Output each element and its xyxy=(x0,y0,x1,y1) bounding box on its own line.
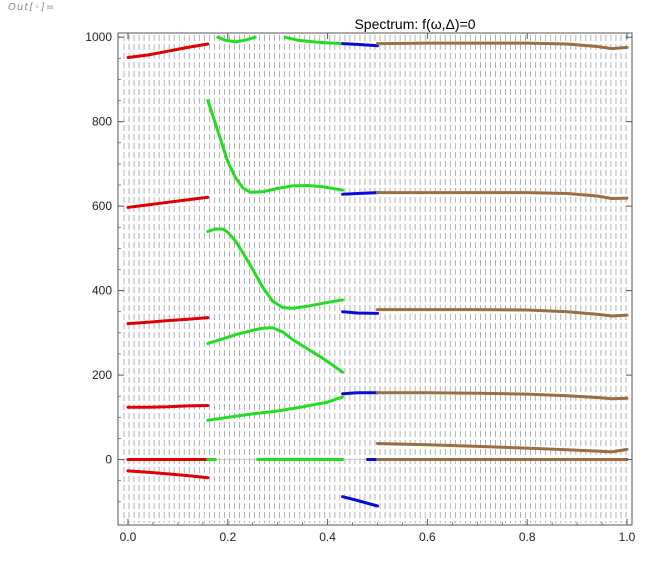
blue-branch-18 xyxy=(341,495,379,508)
green-branch-6 xyxy=(216,35,257,44)
red-branch-5 xyxy=(126,469,210,480)
green-branch-8 xyxy=(206,99,345,194)
y-tick-label: 400 xyxy=(92,284,112,298)
blue-branch-15 xyxy=(341,191,379,196)
vertical-dashed-grid xyxy=(123,35,627,523)
x-tick-label: 0.2 xyxy=(219,530,236,544)
x-tick-label: 0.6 xyxy=(419,530,436,544)
blue-branch-14 xyxy=(341,42,379,48)
output-cell-label: Out[◦]= xyxy=(8,2,56,13)
y-tick-label: 800 xyxy=(92,115,112,129)
spectrum-curves xyxy=(126,35,629,508)
green-branch-9 xyxy=(206,227,345,310)
y-tick-label: 600 xyxy=(92,199,112,213)
blue-branch-16 xyxy=(341,310,379,315)
x-tick-label: 1.0 xyxy=(619,530,636,544)
y-axis-ticks: 0 200 400 600 800 1000 xyxy=(85,30,632,503)
green-branch-10 xyxy=(206,326,345,374)
brown-branch-22 xyxy=(376,308,629,318)
brown-branch-23 xyxy=(376,391,629,401)
red-branch-0 xyxy=(126,42,210,59)
brown-branch-21 xyxy=(376,191,629,200)
red-branch-1 xyxy=(126,195,210,209)
x-axis-ticks: 0.0 0.2 0.4 0.6 0.8 1.0 xyxy=(120,33,636,544)
green-branch-7 xyxy=(283,35,345,46)
y-tick-label: 200 xyxy=(92,368,112,382)
red-branch-2 xyxy=(126,316,210,326)
x-tick-label: 0.4 xyxy=(319,530,336,544)
red-branch-3 xyxy=(126,404,210,409)
y-tick-label: 0 xyxy=(105,453,112,467)
brown-branch-20 xyxy=(376,41,629,51)
chart-title: Spectrum: f(ω,Δ)=0 xyxy=(354,16,475,32)
brown-branch-24 xyxy=(376,442,629,454)
plot-frame xyxy=(117,32,633,526)
x-tick-label: 0.0 xyxy=(120,530,137,544)
blue-branch-17 xyxy=(341,391,379,396)
green-branch-11 xyxy=(206,395,345,422)
y-tick-label: 1000 xyxy=(85,30,112,44)
x-tick-label: 0.8 xyxy=(519,530,536,544)
